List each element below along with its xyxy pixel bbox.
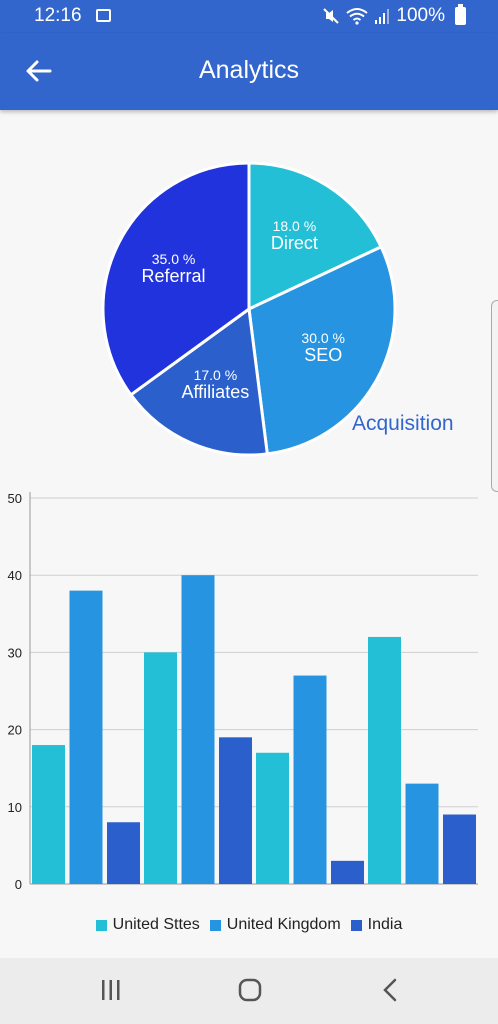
- pie-label-referral: 35.0 % Referral: [124, 250, 224, 287]
- bar-india-0: [107, 822, 140, 884]
- signal-icon: [375, 9, 390, 24]
- wifi-icon: [346, 8, 369, 25]
- pie-label-seo: 30.0 % SEO: [273, 329, 373, 366]
- y-tick-label: 40: [8, 568, 22, 583]
- status-time: 12:16: [34, 5, 82, 26]
- home-icon[interactable]: [238, 978, 262, 1002]
- battery-text: 100%: [396, 5, 445, 26]
- legend-swatch: [209, 919, 221, 931]
- pie-slice-direct: [247, 161, 384, 312]
- bar-united-sttes-2: [256, 752, 289, 884]
- legend-swatch: [95, 919, 107, 931]
- bar-united-kingdom-1: [181, 575, 215, 884]
- legend-item: United Sttes: [95, 916, 200, 934]
- y-tick-label: 20: [8, 723, 22, 738]
- bar-chart: 0 10 20 30 40 50: [8, 491, 478, 892]
- pie-caption: Acquisition: [352, 412, 454, 435]
- image-notification-icon: [96, 9, 111, 22]
- bar-india-1: [219, 737, 252, 884]
- y-tick-label: 30: [8, 645, 22, 660]
- pie-label-direct: 18.0 % Direct: [244, 217, 344, 254]
- y-tick-label: 10: [8, 800, 22, 815]
- pie-percent-label: 17.0 %: [193, 366, 238, 383]
- bar-united-kingdom-3: [405, 783, 439, 884]
- bar-united-sttes-1: [144, 652, 177, 884]
- pie-label-affiliates: 17.0 % Affiliates: [165, 366, 265, 403]
- legend-label: United Sttes: [112, 916, 200, 933]
- bar-india-2: [331, 860, 364, 884]
- bar-legend: United Sttes United Kingdom India: [0, 916, 498, 934]
- legend-label: India: [367, 916, 403, 933]
- recent-apps-icon[interactable]: [100, 978, 122, 1002]
- pie-slice-seo: [247, 244, 397, 456]
- pie-percent-label: 18.0 %: [272, 217, 317, 234]
- bar-india-3: [443, 814, 476, 884]
- app-bar: Analytics: [0, 33, 498, 110]
- y-tick-label: 0: [15, 877, 22, 892]
- back-nav-icon[interactable]: [380, 978, 400, 1002]
- pie-chart: 18.0 % Direct 30.0 % SEO 17.0 % Affiliates 35.…: [0, 110, 498, 480]
- back-arrow-icon[interactable]: [24, 57, 52, 85]
- mute-icon: [323, 8, 340, 24]
- pie-slice-referral: [101, 161, 251, 397]
- pie-name-label: Affiliates: [181, 382, 250, 403]
- scroll-handle[interactable]: [491, 300, 498, 492]
- pie-percent-label: 30.0 %: [301, 329, 345, 346]
- bar-united-kingdom-2: [293, 675, 327, 884]
- y-tick-label: 50: [8, 491, 22, 506]
- pie-name-label: SEO: [304, 345, 343, 366]
- status-icons: 100%: [322, 4, 466, 27]
- pie-percent-label: 35.0 %: [151, 250, 196, 267]
- bar-united-sttes-3: [368, 636, 401, 884]
- pie-slice-affiliates: [128, 306, 269, 457]
- legend-item: India: [350, 916, 403, 934]
- pie-name-label: Direct: [270, 232, 318, 253]
- bar-united-kingdom-0: [69, 590, 103, 884]
- legend-item: United Kingdom: [209, 916, 341, 934]
- bar-united-sttes-0: [32, 745, 65, 884]
- pie-chart-svg: [101, 161, 397, 457]
- legend-swatch: [350, 919, 362, 931]
- page-title: Analytics: [198, 56, 300, 84]
- battery-icon: [455, 4, 466, 25]
- legend-label: United Kingdom: [226, 916, 341, 933]
- pie-name-label: Referral: [141, 265, 206, 286]
- navigation-bar: [0, 958, 498, 1024]
- status-bar: 12:16 100%: [0, 0, 498, 33]
